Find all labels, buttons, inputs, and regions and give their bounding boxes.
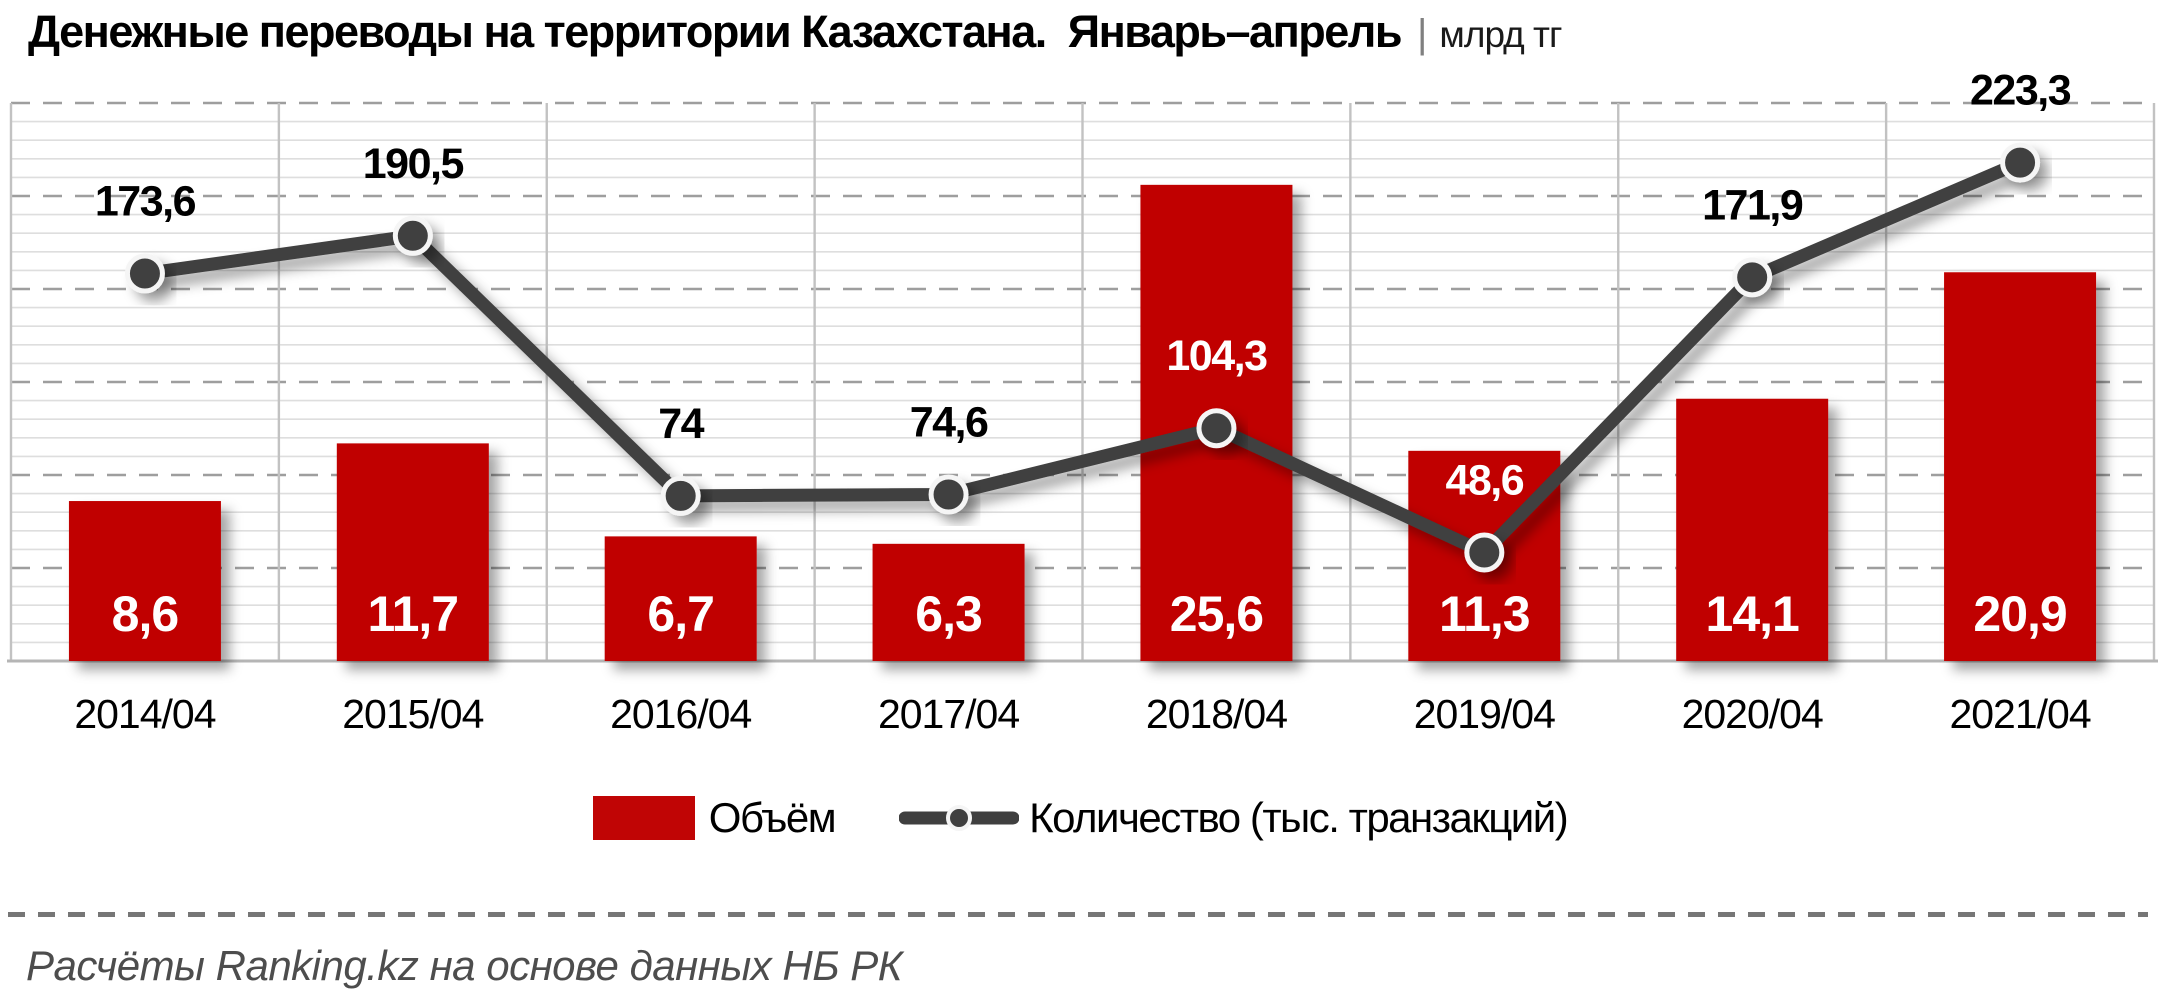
- x-axis-label: 2021/04: [1949, 691, 2090, 737]
- line-point: [124, 253, 165, 294]
- line-point: [928, 474, 969, 515]
- line-point: [1732, 257, 1773, 298]
- bar-value-label: 6,3: [915, 586, 982, 642]
- bar-swatch-icon: [592, 796, 695, 840]
- legend-label-count: Количество (тыс. транзакций): [1029, 794, 1569, 841]
- bar: [1676, 398, 1829, 661]
- bar-value-label: 25,6: [1170, 586, 1263, 642]
- title-separator: |: [1417, 12, 1428, 56]
- line-value-label: 190,5: [363, 140, 464, 188]
- legend-label-volume: Объём: [708, 794, 837, 841]
- line-value-label: 173,6: [95, 178, 196, 226]
- line-point: [1464, 532, 1505, 573]
- line-value-label: 48,6: [1445, 457, 1523, 505]
- bar: [336, 443, 489, 661]
- dashed-divider: [8, 912, 2148, 917]
- line-point: [392, 215, 433, 256]
- line-value-label: 171,9: [1702, 181, 1803, 229]
- legend-item-volume: Объём: [592, 794, 837, 842]
- line-point: [1196, 408, 1237, 449]
- bar: [68, 501, 221, 661]
- line-point: [2000, 142, 2041, 183]
- x-axis-label: 2015/04: [342, 691, 483, 737]
- source-note: Расчёты Ranking.kz на основе данных НБ Р…: [26, 942, 903, 989]
- combo-bar-line-chart: 8,6 11,7 6,7 6,3 25,6 11,3 14,1 20,9 173,6 190,5 7…: [7, 67, 2158, 737]
- line-series: [124, 142, 2041, 573]
- bar-value-label: 6,7: [647, 586, 714, 642]
- chart-units-label: млрд тг: [1439, 14, 1562, 55]
- bar-value-label: 14,1: [1706, 586, 1800, 642]
- chart-title-row: Денежные переводы на территории Казахста…: [28, 4, 1563, 60]
- data-labels: 8,6 11,7 6,7 6,3 25,6 11,3 14,1 20,9 173,6 190,5 7…: [95, 67, 2072, 642]
- legend-item-count: Количество (тыс. транзакций): [899, 794, 1569, 842]
- x-axis-labels: 2014/04 2015/04 2016/04 2017/04 2018/04 2019/…: [74, 691, 2092, 737]
- line-value-label: 74: [658, 400, 704, 448]
- x-axis-label: 2018/04: [1146, 691, 1287, 737]
- bar: [872, 543, 1025, 661]
- bar: [604, 536, 757, 661]
- gridlines: [7, 101, 2158, 663]
- bar-value-label: 11,3: [1439, 586, 1530, 642]
- x-axis-label: 2017/04: [878, 691, 1019, 737]
- x-axis-label: 2014/04: [74, 691, 215, 737]
- line-point: [660, 475, 701, 516]
- bar: [1944, 272, 2097, 661]
- legend: Объём Количество (тыс. транзакций): [0, 794, 2160, 842]
- bar-value-label: 8,6: [112, 586, 179, 642]
- line-value-label: 223,3: [1970, 67, 2071, 115]
- line-path: [138, 156, 2027, 560]
- chart-title: Денежные переводы на территории Казахста…: [28, 6, 1403, 57]
- bar-series: [68, 184, 2097, 661]
- line-value-label: 104,3: [1166, 332, 1267, 380]
- x-axis-label: 2019/04: [1414, 691, 1555, 737]
- bar-value-label: 11,7: [368, 586, 459, 642]
- x-axis-label: 2020/04: [1682, 691, 1823, 737]
- bar-value-label: 20,9: [1973, 586, 2066, 642]
- line-value-label: 74,6: [910, 398, 988, 446]
- line-marker-glyph-icon: [899, 805, 1020, 831]
- x-axis-label: 2016/04: [610, 691, 751, 737]
